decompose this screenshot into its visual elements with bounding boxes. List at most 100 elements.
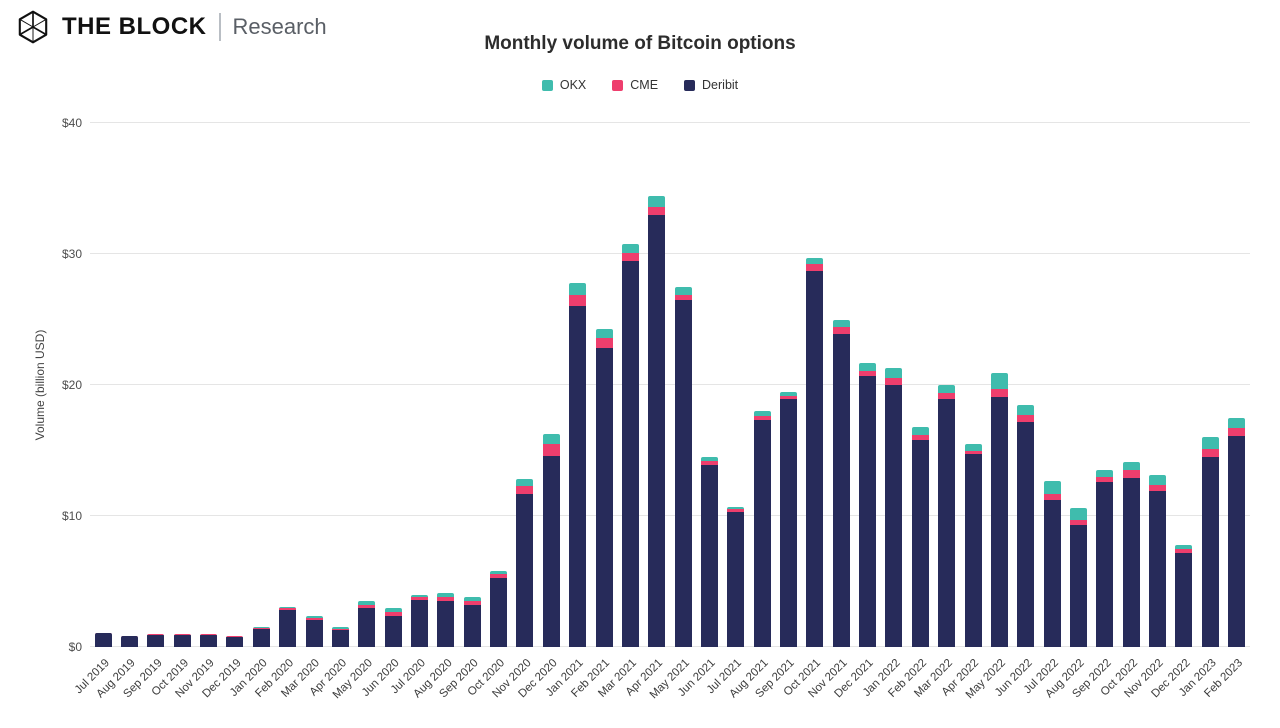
segment-okx[interactable] — [595, 328, 613, 338]
segment-cme[interactable] — [542, 443, 560, 456]
segment-okx[interactable] — [700, 457, 718, 461]
segment-okx[interactable] — [1122, 462, 1140, 471]
segment-deribit[interactable] — [94, 633, 112, 647]
bar-oct-2021[interactable] — [806, 257, 824, 647]
segment-cme[interactable] — [700, 461, 718, 465]
bar-apr-2022[interactable] — [964, 443, 982, 647]
segment-okx[interactable] — [569, 282, 587, 295]
segment-cme[interactable] — [832, 327, 850, 334]
bar-sep-2020[interactable] — [463, 597, 481, 647]
bar-dec-2022[interactable] — [1175, 544, 1193, 647]
segment-okx[interactable] — [1017, 404, 1035, 416]
segment-deribit[interactable] — [147, 634, 165, 647]
bar-jul-2021[interactable] — [727, 506, 745, 647]
bar-aug-2019[interactable] — [121, 635, 139, 647]
segment-okx[interactable] — [384, 607, 402, 612]
segment-deribit[interactable] — [832, 333, 850, 647]
segment-deribit[interactable] — [358, 607, 376, 647]
segment-cme[interactable] — [595, 337, 613, 349]
segment-cme[interactable] — [358, 605, 376, 608]
segment-okx[interactable] — [964, 443, 982, 451]
segment-cme[interactable] — [331, 628, 349, 630]
bar-mar-2021[interactable] — [621, 243, 639, 647]
segment-okx[interactable] — [832, 319, 850, 328]
segment-cme[interactable] — [911, 434, 929, 441]
bar-jun-2020[interactable] — [384, 607, 402, 647]
segment-deribit[interactable] — [226, 636, 244, 647]
segment-cme[interactable] — [1175, 548, 1193, 553]
segment-okx[interactable] — [1096, 470, 1114, 477]
segment-okx[interactable] — [542, 433, 560, 444]
segment-okx[interactable] — [252, 627, 270, 629]
segment-okx[interactable] — [490, 571, 508, 575]
bar-nov-2019[interactable] — [200, 634, 218, 647]
segment-cme[interactable] — [1069, 519, 1087, 526]
bar-aug-2022[interactable] — [1069, 508, 1087, 647]
segment-deribit[interactable] — [990, 396, 1008, 647]
segment-deribit[interactable] — [1096, 481, 1114, 647]
segment-okx[interactable] — [674, 286, 692, 295]
segment-deribit[interactable] — [1017, 421, 1035, 647]
bar-may-2022[interactable] — [990, 373, 1008, 647]
bar-feb-2020[interactable] — [279, 607, 297, 647]
segment-deribit[interactable] — [542, 455, 560, 647]
segment-cme[interactable] — [384, 611, 402, 616]
segment-cme[interactable] — [648, 206, 666, 215]
segment-okx[interactable] — [859, 362, 877, 371]
bar-jul-2020[interactable] — [410, 594, 428, 647]
bar-jan-2023[interactable] — [1201, 437, 1219, 647]
segment-okx[interactable] — [885, 367, 903, 379]
bar-may-2021[interactable] — [674, 286, 692, 647]
segment-okx[interactable] — [911, 426, 929, 435]
segment-cme[interactable] — [1017, 415, 1035, 422]
segment-okx[interactable] — [990, 373, 1008, 389]
segment-deribit[interactable] — [1175, 552, 1193, 647]
segment-deribit[interactable] — [252, 628, 270, 647]
segment-deribit[interactable] — [1043, 500, 1061, 647]
segment-cme[interactable] — [516, 485, 534, 494]
segment-deribit[interactable] — [331, 629, 349, 647]
bar-oct-2022[interactable] — [1122, 462, 1140, 647]
segment-deribit[interactable] — [1122, 478, 1140, 647]
segment-cme[interactable] — [490, 574, 508, 578]
segment-deribit[interactable] — [121, 635, 139, 647]
bar-oct-2019[interactable] — [173, 634, 191, 647]
segment-cme[interactable] — [437, 597, 455, 602]
segment-deribit[interactable] — [516, 493, 534, 647]
segment-okx[interactable] — [331, 627, 349, 629]
segment-deribit[interactable] — [885, 385, 903, 647]
segment-cme[interactable] — [727, 509, 745, 513]
segment-okx[interactable] — [410, 594, 428, 598]
bar-jan-2020[interactable] — [252, 627, 270, 647]
segment-okx[interactable] — [780, 391, 798, 396]
segment-deribit[interactable] — [753, 420, 771, 647]
legend-item-okx[interactable]: OKX — [541, 78, 586, 92]
bar-nov-2020[interactable] — [516, 479, 534, 647]
bar-apr-2021[interactable] — [648, 196, 666, 647]
segment-cme[interactable] — [753, 416, 771, 421]
bar-mar-2020[interactable] — [305, 615, 323, 647]
segment-cme[interactable] — [1149, 484, 1167, 492]
segment-okx[interactable] — [621, 243, 639, 253]
bar-dec-2020[interactable] — [542, 433, 560, 647]
segment-deribit[interactable] — [1069, 525, 1087, 647]
bar-feb-2021[interactable] — [595, 328, 613, 647]
segment-cme[interactable] — [410, 597, 428, 600]
segment-deribit[interactable] — [859, 375, 877, 647]
segment-okx[interactable] — [305, 615, 323, 619]
segment-cme[interactable] — [1228, 428, 1246, 437]
legend-item-cme[interactable]: CME — [612, 78, 658, 92]
segment-cme[interactable] — [938, 392, 956, 400]
bar-dec-2019[interactable] — [226, 636, 244, 647]
segment-deribit[interactable] — [938, 399, 956, 647]
segment-okx[interactable] — [1149, 475, 1167, 485]
segment-deribit[interactable] — [463, 605, 481, 647]
segment-okx[interactable] — [358, 601, 376, 606]
segment-deribit[interactable] — [911, 440, 929, 647]
segment-okx[interactable] — [938, 385, 956, 393]
bar-jun-2021[interactable] — [700, 457, 718, 647]
segment-cme[interactable] — [1122, 470, 1140, 479]
segment-okx[interactable] — [516, 479, 534, 486]
bar-jun-2022[interactable] — [1017, 404, 1035, 647]
segment-deribit[interactable] — [1149, 491, 1167, 647]
